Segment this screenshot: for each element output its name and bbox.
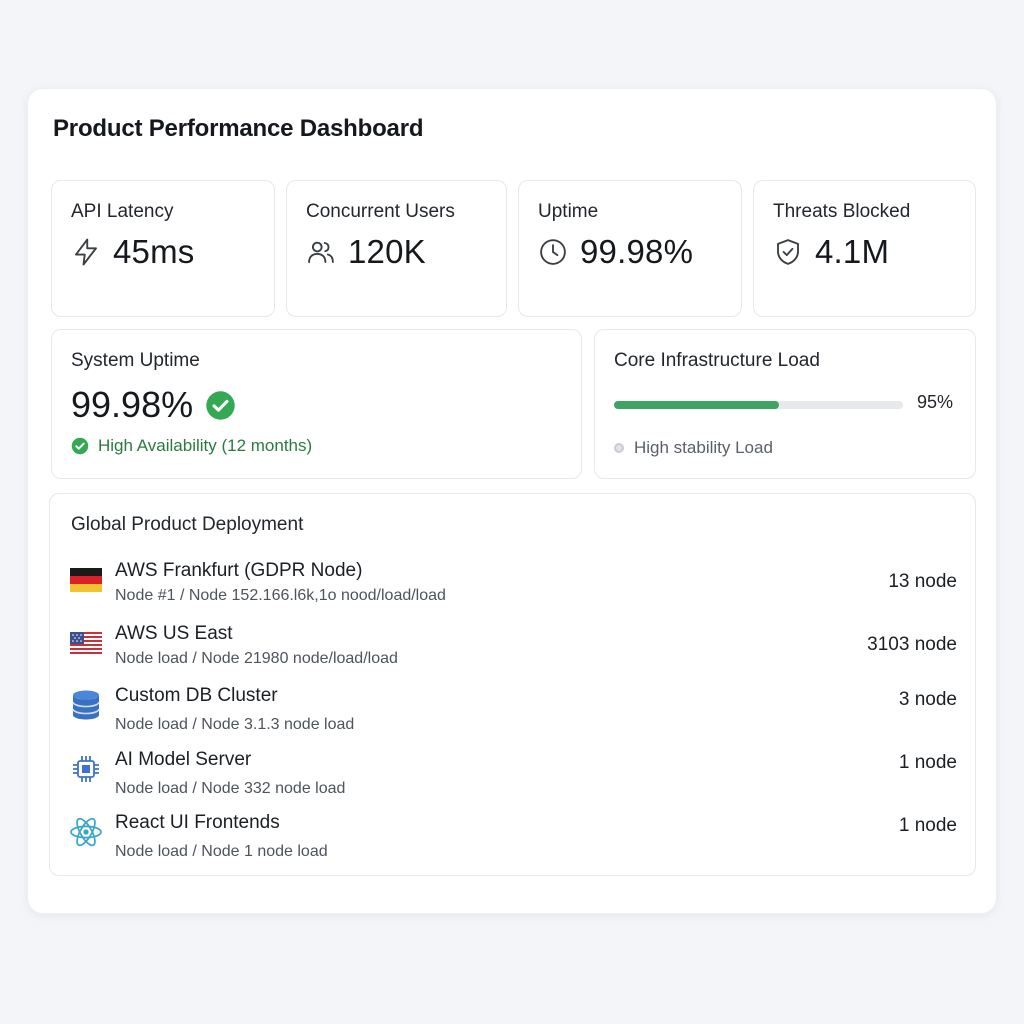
- load-progress-bar: [614, 401, 903, 409]
- system-uptime-label: System Uptime: [71, 350, 200, 371]
- node-count: 1 node: [898, 752, 957, 773]
- germany-flag-icon: [69, 563, 103, 597]
- stat-label: Concurrent Users: [306, 201, 455, 222]
- node-count: 3 node: [898, 689, 957, 710]
- stat-label: Threats Blocked: [773, 201, 911, 222]
- availability-note: High Availability (12 months): [98, 436, 313, 455]
- database-icon: [69, 688, 103, 722]
- system-uptime-card[interactable]: System Uptime 99.98% High Availability (…: [51, 329, 582, 479]
- deployment-subtitle: Node load / Node 3.1.3 node load: [115, 716, 355, 733]
- stat-value: 4.1M: [815, 233, 890, 270]
- deployment-row-db-cluster[interactable]: Custom DB Cluster Node load / Node 3.1.3…: [69, 685, 957, 738]
- stat-card-api-latency[interactable]: API Latency 45ms: [51, 180, 275, 317]
- deployment-card: Global Product Deployment AWS Frankfurt …: [49, 493, 976, 876]
- react-icon: [69, 815, 103, 849]
- deployment-subtitle: Node #1 / Node 152.166.l6k,1ο nood/load/…: [115, 587, 446, 604]
- deployment-name: AWS US East: [115, 623, 233, 644]
- stat-value: 45ms: [113, 233, 195, 270]
- infrastructure-load-card[interactable]: Core Infrastructure Load 95% High stabil…: [594, 329, 976, 479]
- check-circle-icon: [206, 390, 235, 420]
- lightning-icon: [75, 238, 97, 266]
- deployment-subtitle: Node load / Node 1 node load: [115, 843, 328, 860]
- dashboard-panel: Product Performance Dashboard API Latenc…: [27, 88, 997, 914]
- stat-value: 99.98%: [580, 233, 694, 270]
- deployment-name: AI Model Server: [115, 749, 252, 770]
- deployment-subtitle: Node load / Node 21980 node/load/load: [115, 650, 398, 667]
- deployment-title: Global Product Deployment: [71, 514, 304, 535]
- deployment-name: React UI Frontends: [115, 812, 280, 833]
- deployment-row-react-frontends[interactable]: React UI Frontends Node load / Node 1 no…: [69, 812, 957, 865]
- status-dot-icon: [614, 443, 624, 453]
- deployment-name: Custom DB Cluster: [115, 685, 278, 706]
- node-count: 13 node: [888, 571, 957, 592]
- stat-card-threats-blocked[interactable]: Threats Blocked 4.1M: [753, 180, 976, 317]
- deployment-row-frankfurt[interactable]: AWS Frankfurt (GDPR Node) Node #1 / Node…: [69, 560, 957, 613]
- check-circle-icon: [71, 437, 89, 455]
- shield-check-icon: [777, 239, 799, 265]
- users-icon: [308, 241, 334, 263]
- load-percent: 95%: [917, 392, 954, 412]
- node-count: 1 node: [898, 815, 957, 836]
- stat-label: Uptime: [538, 201, 599, 222]
- deployment-name: AWS Frankfurt (GDPR Node): [115, 560, 363, 581]
- node-count: 3103 node: [867, 634, 957, 655]
- system-uptime-value: 99.98%: [71, 384, 194, 425]
- page-title: Product Performance Dashboard: [53, 115, 424, 142]
- deployment-subtitle: Node load / Node 332 node load: [115, 780, 346, 797]
- us-flag-icon: [69, 626, 103, 660]
- clock-icon: [540, 239, 566, 265]
- infrastructure-load-label: Core Infrastructure Load: [614, 350, 820, 371]
- deployment-row-us-east[interactable]: AWS US East Node load / Node 21980 node/…: [69, 623, 957, 676]
- load-progress-fill: [614, 401, 779, 409]
- chip-icon: [69, 752, 103, 786]
- deployment-row-ai-server[interactable]: AI Model Server Node load / Node 332 nod…: [69, 749, 957, 802]
- stat-card-uptime[interactable]: Uptime 99.98%: [518, 180, 742, 317]
- stat-card-concurrent-users[interactable]: Concurrent Users 120K: [286, 180, 507, 317]
- stat-label: API Latency: [71, 201, 174, 222]
- stability-note: High stability Load: [634, 438, 773, 457]
- stat-value: 120K: [348, 233, 426, 270]
